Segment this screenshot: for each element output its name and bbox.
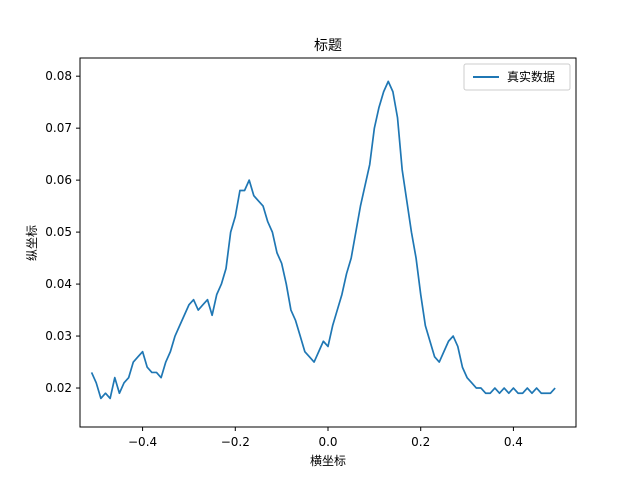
chart-title: 标题 bbox=[314, 38, 342, 54]
legend: 真实数据 bbox=[463, 63, 571, 91]
x-axis-label: 横坐标 bbox=[310, 454, 346, 468]
series-line bbox=[90, 80, 556, 400]
y-tick-label: 0.07 bbox=[45, 121, 72, 135]
y-axis-label: 纵坐标 bbox=[25, 225, 39, 261]
legend-label: 真实数据 bbox=[507, 69, 555, 84]
x-tick-label: 0.2 bbox=[411, 435, 430, 449]
axis-ticks: −0.4 −0.2 0.0 0.2 0.4 0.02 0.03 0.04 0.05 0.06 0.0… bbox=[45, 69, 523, 449]
x-tick-label: −0.4 bbox=[128, 435, 157, 449]
y-tick-label: 0.05 bbox=[45, 225, 72, 239]
x-tick-label: 0.4 bbox=[504, 435, 523, 449]
plot-area bbox=[80, 58, 576, 427]
x-tick-label: 0.0 bbox=[318, 435, 337, 449]
y-tick-label: 0.06 bbox=[45, 173, 72, 187]
series-layer bbox=[90, 80, 556, 400]
x-tick-label: −0.2 bbox=[221, 435, 250, 449]
y-tick-label: 0.02 bbox=[45, 381, 72, 395]
y-tick-label: 0.08 bbox=[45, 69, 72, 83]
legend-box bbox=[463, 63, 571, 91]
y-tick-label: 0.03 bbox=[45, 329, 72, 343]
plot-frame bbox=[79, 57, 577, 428]
y-tick-label: 0.04 bbox=[45, 277, 72, 291]
